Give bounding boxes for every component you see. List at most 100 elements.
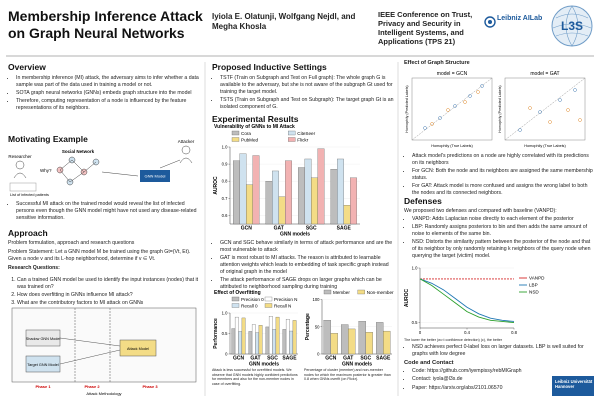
bar	[285, 318, 290, 355]
list-item: For GAT: Attack model is more confused a…	[412, 183, 594, 197]
bar	[272, 329, 277, 355]
list: GCN and SGC behave similarly in terms of…	[212, 240, 394, 290]
figure-label: GNN Model	[145, 174, 166, 179]
x-tick-label: SGC	[306, 226, 317, 232]
structure-figure	[411, 77, 586, 141]
legend-label: Member	[333, 290, 350, 295]
bar	[268, 316, 273, 355]
y-tick-label: 100	[313, 297, 321, 302]
legend-swatch	[264, 303, 273, 308]
legend-swatch	[264, 296, 273, 302]
x-axis-label: GNN models	[342, 362, 372, 368]
legend-swatch	[323, 289, 332, 295]
leibniz-logo	[484, 16, 496, 28]
list-item: Contact: iyola@l3s.de	[412, 376, 552, 383]
section-heading: Experimental Results	[212, 114, 299, 124]
text: We proposed two defenses and compared wi…	[404, 208, 557, 214]
figure-label: Phase 3	[142, 384, 158, 389]
bar	[350, 177, 357, 225]
x-tick-label: 0.4	[464, 330, 470, 335]
x-tick-label: GAT	[250, 356, 260, 362]
numbered-list: Can a trained GNN model be used to ident…	[8, 272, 200, 312]
caption: Percentage of cluster (member) and non-m…	[304, 368, 391, 382]
bar	[282, 329, 287, 355]
figure-label: Shadow GNN Model	[26, 337, 61, 341]
title: Membership Inference Attack on Graph Neu…	[8, 8, 203, 41]
panel-title: model = GAT	[530, 71, 559, 77]
y-axis-label: Percentage	[305, 313, 311, 340]
caption: Attack is less successful for overfitted…	[212, 368, 298, 387]
bar	[248, 331, 253, 355]
axis-label: Homophily (True Labels)	[431, 144, 473, 148]
list-item: Code: https://github.com/iyempissy/rebMI…	[412, 368, 552, 375]
y-tick-label: 0.8	[222, 179, 228, 184]
x-tick-label: GCN	[241, 226, 253, 232]
bar	[241, 317, 246, 355]
figure-label: Why?	[40, 168, 52, 173]
list-item: The attack performance of SAGE drops on …	[220, 277, 394, 291]
list-item: How does overfitting in GNNs influence M…	[17, 292, 200, 299]
figure-caption: Attack Methodology	[86, 391, 121, 396]
bar	[251, 324, 256, 355]
section-heading: Overview	[8, 62, 46, 72]
bar	[330, 333, 338, 355]
figure-label: Attack Model	[127, 347, 149, 351]
legend-swatch	[231, 130, 240, 136]
legend-swatch	[231, 303, 240, 308]
bullet-list: TSTF (Train on Subgraph and Test on Full…	[212, 75, 394, 112]
list-item: Can a trained GNN model be used to ident…	[17, 277, 200, 291]
y-tick-label: 1.0	[222, 311, 228, 316]
authors: Iyiola E. Olatunji, Wolfgang Nejdl, and …	[212, 12, 356, 32]
y-axis-label: Performance	[213, 318, 219, 349]
axis-label: Homophily (Predicted Labels)	[498, 85, 502, 132]
bar	[265, 181, 273, 225]
legend-label: Recall 0	[241, 303, 258, 308]
l3s-logo	[551, 5, 593, 47]
footer-logo-text: Leibniz Universität Hannover	[555, 379, 593, 390]
bar	[348, 328, 356, 355]
chart-title: Effect of Overfitting	[214, 290, 261, 296]
text: Problem Statement: Let a GNN model M be …	[8, 249, 191, 262]
legend-swatch	[288, 137, 296, 142]
x-tick-label: SGC	[267, 356, 278, 362]
bar	[234, 316, 239, 355]
legend-label: Cora	[241, 131, 251, 136]
legend-label: Flickr	[297, 137, 308, 142]
section-heading: Approach	[8, 228, 48, 238]
list-item: Therefore, computing representation of a…	[16, 98, 200, 112]
x-tick-label: GAT	[343, 356, 353, 362]
legend-label: Recall N	[274, 303, 291, 308]
list: Attack model's predictions on a node are…	[404, 153, 594, 197]
bar	[275, 316, 280, 355]
list: Can a trained GNN model be used to ident…	[8, 277, 200, 307]
bar	[317, 148, 325, 225]
logo-text: L3S	[561, 19, 583, 33]
y-tick-label: 0	[225, 352, 228, 357]
bar	[292, 320, 297, 355]
list-item: For GCN: Both the node and its neighbors…	[412, 168, 594, 182]
x-tick-label: SAGE	[376, 356, 391, 362]
bullet-list: NSD achieves perfect 0-label loss on lar…	[404, 344, 594, 359]
y-tick-label: 0.5	[222, 331, 228, 336]
y-axis-label: AUROC	[213, 176, 219, 195]
logo-text: Leibniz AILab	[497, 15, 542, 22]
line	[419, 278, 515, 322]
y-tick-label: 0	[317, 352, 320, 357]
x-tick-label: GCN	[233, 356, 245, 362]
list: Code: https://github.com/iyempissy/rebMI…	[404, 368, 552, 391]
list-item: VANPD: Adds Laplacian noise directly to …	[412, 216, 594, 223]
legend-swatch	[231, 137, 240, 142]
bar	[330, 169, 338, 225]
figure-label: Target GNN Model	[27, 363, 59, 367]
legend-label: CiteSeer	[297, 131, 315, 136]
legend-label: PubMed	[241, 137, 259, 142]
x-tick-label: SAGE	[337, 226, 352, 232]
axis-label: Homophily (True Labels)	[524, 144, 566, 148]
bar	[358, 321, 366, 355]
list-item: LBP: Randomly assigns posteriors to bin …	[412, 224, 594, 238]
x-axis-label: GNN models	[249, 362, 279, 368]
figure-label: List of infected patients	[10, 193, 49, 197]
approach-figure	[11, 307, 197, 383]
bar	[343, 205, 351, 225]
